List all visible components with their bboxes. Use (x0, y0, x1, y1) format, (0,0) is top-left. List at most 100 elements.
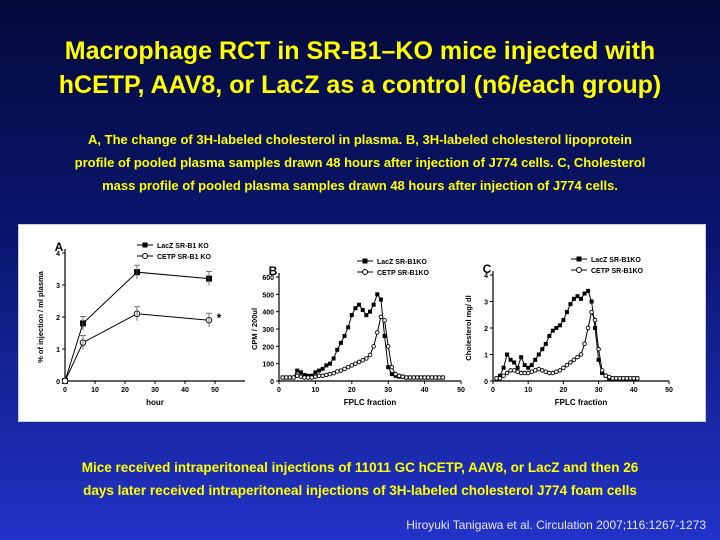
x-tick-label: 40 (181, 387, 189, 394)
x-tick-label: 10 (312, 387, 320, 394)
legend-marker (576, 267, 582, 273)
data-point (385, 344, 391, 349)
data-point (592, 317, 598, 323)
legend-marker (576, 256, 582, 262)
data-point (440, 375, 446, 380)
data-point (404, 375, 409, 380)
x-tick-label: 20 (121, 387, 129, 394)
data-point (547, 370, 552, 376)
data-point (613, 376, 619, 381)
data-point (519, 355, 524, 360)
data-point (501, 365, 506, 370)
x-tick-label: 30 (595, 387, 603, 394)
data-point (353, 361, 358, 366)
data-point (586, 288, 591, 293)
data-point (371, 302, 376, 307)
data-point (436, 375, 442, 380)
y-tick-label: 0 (484, 379, 488, 386)
data-point (338, 368, 344, 373)
data-point (375, 292, 380, 297)
data-point (280, 375, 285, 380)
data-point (324, 372, 329, 378)
x-axis-label: FPLC fraction (555, 398, 608, 407)
data-point (338, 340, 343, 345)
data-point (378, 297, 383, 302)
legend-label: LacZ SR-B1 KO (157, 243, 209, 250)
x-tick-label: 50 (665, 387, 673, 394)
data-point (429, 375, 435, 380)
x-tick-label: 30 (151, 387, 159, 394)
data-point (508, 357, 513, 362)
panel-letter: B (269, 264, 278, 278)
x-tick-label: 0 (277, 387, 281, 394)
data-point (353, 306, 358, 311)
data-point (606, 374, 612, 380)
data-point (386, 365, 391, 370)
data-point (568, 302, 573, 307)
data-point (393, 371, 398, 377)
data-point (389, 372, 394, 377)
data-point (522, 363, 527, 368)
data-point (371, 344, 376, 349)
data-point (313, 374, 318, 379)
data-point (327, 361, 332, 366)
data-point (327, 371, 333, 377)
y-tick-label: 100 (262, 362, 274, 369)
methods-line-2: days later received intraperitoneal inje… (83, 483, 637, 498)
data-point (400, 374, 406, 379)
data-point (346, 325, 351, 330)
data-point (529, 369, 534, 374)
y-axis-label: % of injection / ml plasma (36, 270, 45, 363)
data-point (295, 368, 300, 373)
data-point (529, 363, 534, 368)
y-tick-label: 0 (270, 379, 274, 386)
data-point (568, 360, 573, 365)
data-point (367, 352, 373, 358)
series-line (282, 293, 443, 379)
data-point (557, 368, 563, 373)
data-point (305, 375, 311, 380)
data-point (571, 296, 576, 301)
data-point (515, 365, 520, 370)
data-point (422, 375, 427, 380)
data-point (284, 375, 289, 380)
data-point (575, 294, 580, 299)
legend-label: LacZ SR-B1KO (591, 257, 641, 264)
methods-line-1: Mice received intraperitoneal injections… (81, 460, 639, 475)
figure-caption: A, The change of 3H-labeled cholesterol … (6, 128, 714, 197)
data-point (536, 366, 542, 372)
x-tick-label: 10 (91, 387, 99, 394)
data-point (533, 357, 538, 362)
data-point (302, 375, 307, 380)
citation: Hiroyuki Tanigawa et al. Circulation 200… (406, 518, 706, 532)
methods-note: Mice received intraperitoneal injections… (10, 456, 710, 502)
y-axis-label: Cholesterol mg/ dl (464, 295, 473, 360)
data-point (349, 313, 354, 318)
data-point (294, 373, 300, 379)
data-point (504, 370, 510, 376)
data-point (571, 357, 577, 363)
caption-line-3: mass profile of pooled plasma samples dr… (102, 178, 618, 193)
x-tick-label: 40 (630, 387, 638, 394)
data-point (501, 373, 506, 378)
legend-marker (142, 253, 148, 259)
legend-label: CETP SR-B1 KO (157, 254, 211, 261)
data-point (564, 310, 569, 315)
data-point (525, 370, 531, 376)
data-point (575, 354, 580, 360)
legend-marker (142, 242, 148, 248)
data-point (368, 309, 372, 314)
data-point (624, 376, 630, 381)
data-point (320, 373, 325, 379)
x-tick-label: 40 (421, 387, 429, 394)
data-point (561, 365, 566, 370)
y-tick-label: 0 (56, 379, 60, 386)
data-point (518, 370, 524, 376)
data-point (287, 375, 293, 380)
y-tick-label: 300 (262, 327, 274, 334)
data-point (375, 330, 380, 335)
data-point (498, 373, 503, 378)
data-point (512, 360, 517, 365)
data-point (396, 373, 402, 379)
